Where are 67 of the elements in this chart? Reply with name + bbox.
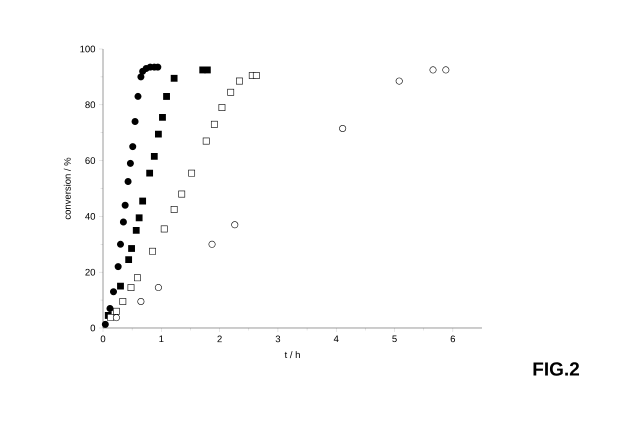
point xyxy=(116,240,124,248)
y-tick-label: 20 xyxy=(85,268,96,276)
x-axis-title: t / h xyxy=(284,351,300,358)
point xyxy=(134,274,141,282)
point xyxy=(119,298,126,305)
y-tick-label: 100 xyxy=(80,46,96,52)
y-tick-label: 80 xyxy=(85,101,96,108)
point xyxy=(124,178,132,186)
point xyxy=(218,104,226,111)
point xyxy=(146,170,154,177)
point xyxy=(137,298,144,305)
point xyxy=(122,202,129,209)
point xyxy=(117,282,124,290)
point xyxy=(102,320,109,328)
point xyxy=(227,88,234,96)
x-tick-label: 2 xyxy=(217,336,222,342)
y-tick-label: 0 xyxy=(90,324,96,332)
point xyxy=(231,221,238,228)
point xyxy=(106,304,114,312)
y-axis-title: conversion / % xyxy=(64,158,71,220)
y-tick-label: 40 xyxy=(85,213,96,220)
point xyxy=(178,190,186,198)
x-tick-label: 5 xyxy=(392,336,397,342)
point xyxy=(125,256,132,264)
point xyxy=(149,248,156,255)
point xyxy=(204,66,211,74)
point xyxy=(252,72,260,79)
x-tick-label: 1 xyxy=(159,336,164,342)
point xyxy=(339,125,346,132)
point xyxy=(120,218,127,226)
point xyxy=(137,73,144,80)
x-tick-label: 4 xyxy=(334,336,339,342)
point xyxy=(132,226,140,234)
point xyxy=(160,226,168,232)
point xyxy=(430,66,437,74)
point xyxy=(202,138,210,144)
point xyxy=(114,263,122,270)
point xyxy=(107,314,114,321)
point xyxy=(136,214,143,222)
point xyxy=(442,66,450,74)
point xyxy=(110,288,117,296)
point xyxy=(159,114,166,121)
x-tick-label: 0 xyxy=(100,336,106,342)
point xyxy=(154,284,162,292)
point xyxy=(134,92,142,100)
point xyxy=(126,160,134,167)
x-tick-label: 6 xyxy=(450,336,456,342)
point xyxy=(396,78,403,85)
point xyxy=(150,153,158,160)
point xyxy=(154,130,162,138)
y-tick-label: 60 xyxy=(85,157,96,164)
point xyxy=(208,240,216,248)
x-tick-label: 3 xyxy=(276,336,280,342)
point xyxy=(170,206,178,213)
point xyxy=(236,78,243,84)
point xyxy=(188,170,196,177)
point xyxy=(210,120,218,128)
point xyxy=(132,118,139,126)
point xyxy=(128,284,134,291)
point xyxy=(128,245,135,252)
point xyxy=(170,74,178,82)
point xyxy=(129,143,136,150)
point xyxy=(113,308,120,315)
point xyxy=(112,314,120,322)
point xyxy=(163,93,170,100)
point xyxy=(139,198,146,204)
caption: FIG.2 xyxy=(534,362,580,376)
